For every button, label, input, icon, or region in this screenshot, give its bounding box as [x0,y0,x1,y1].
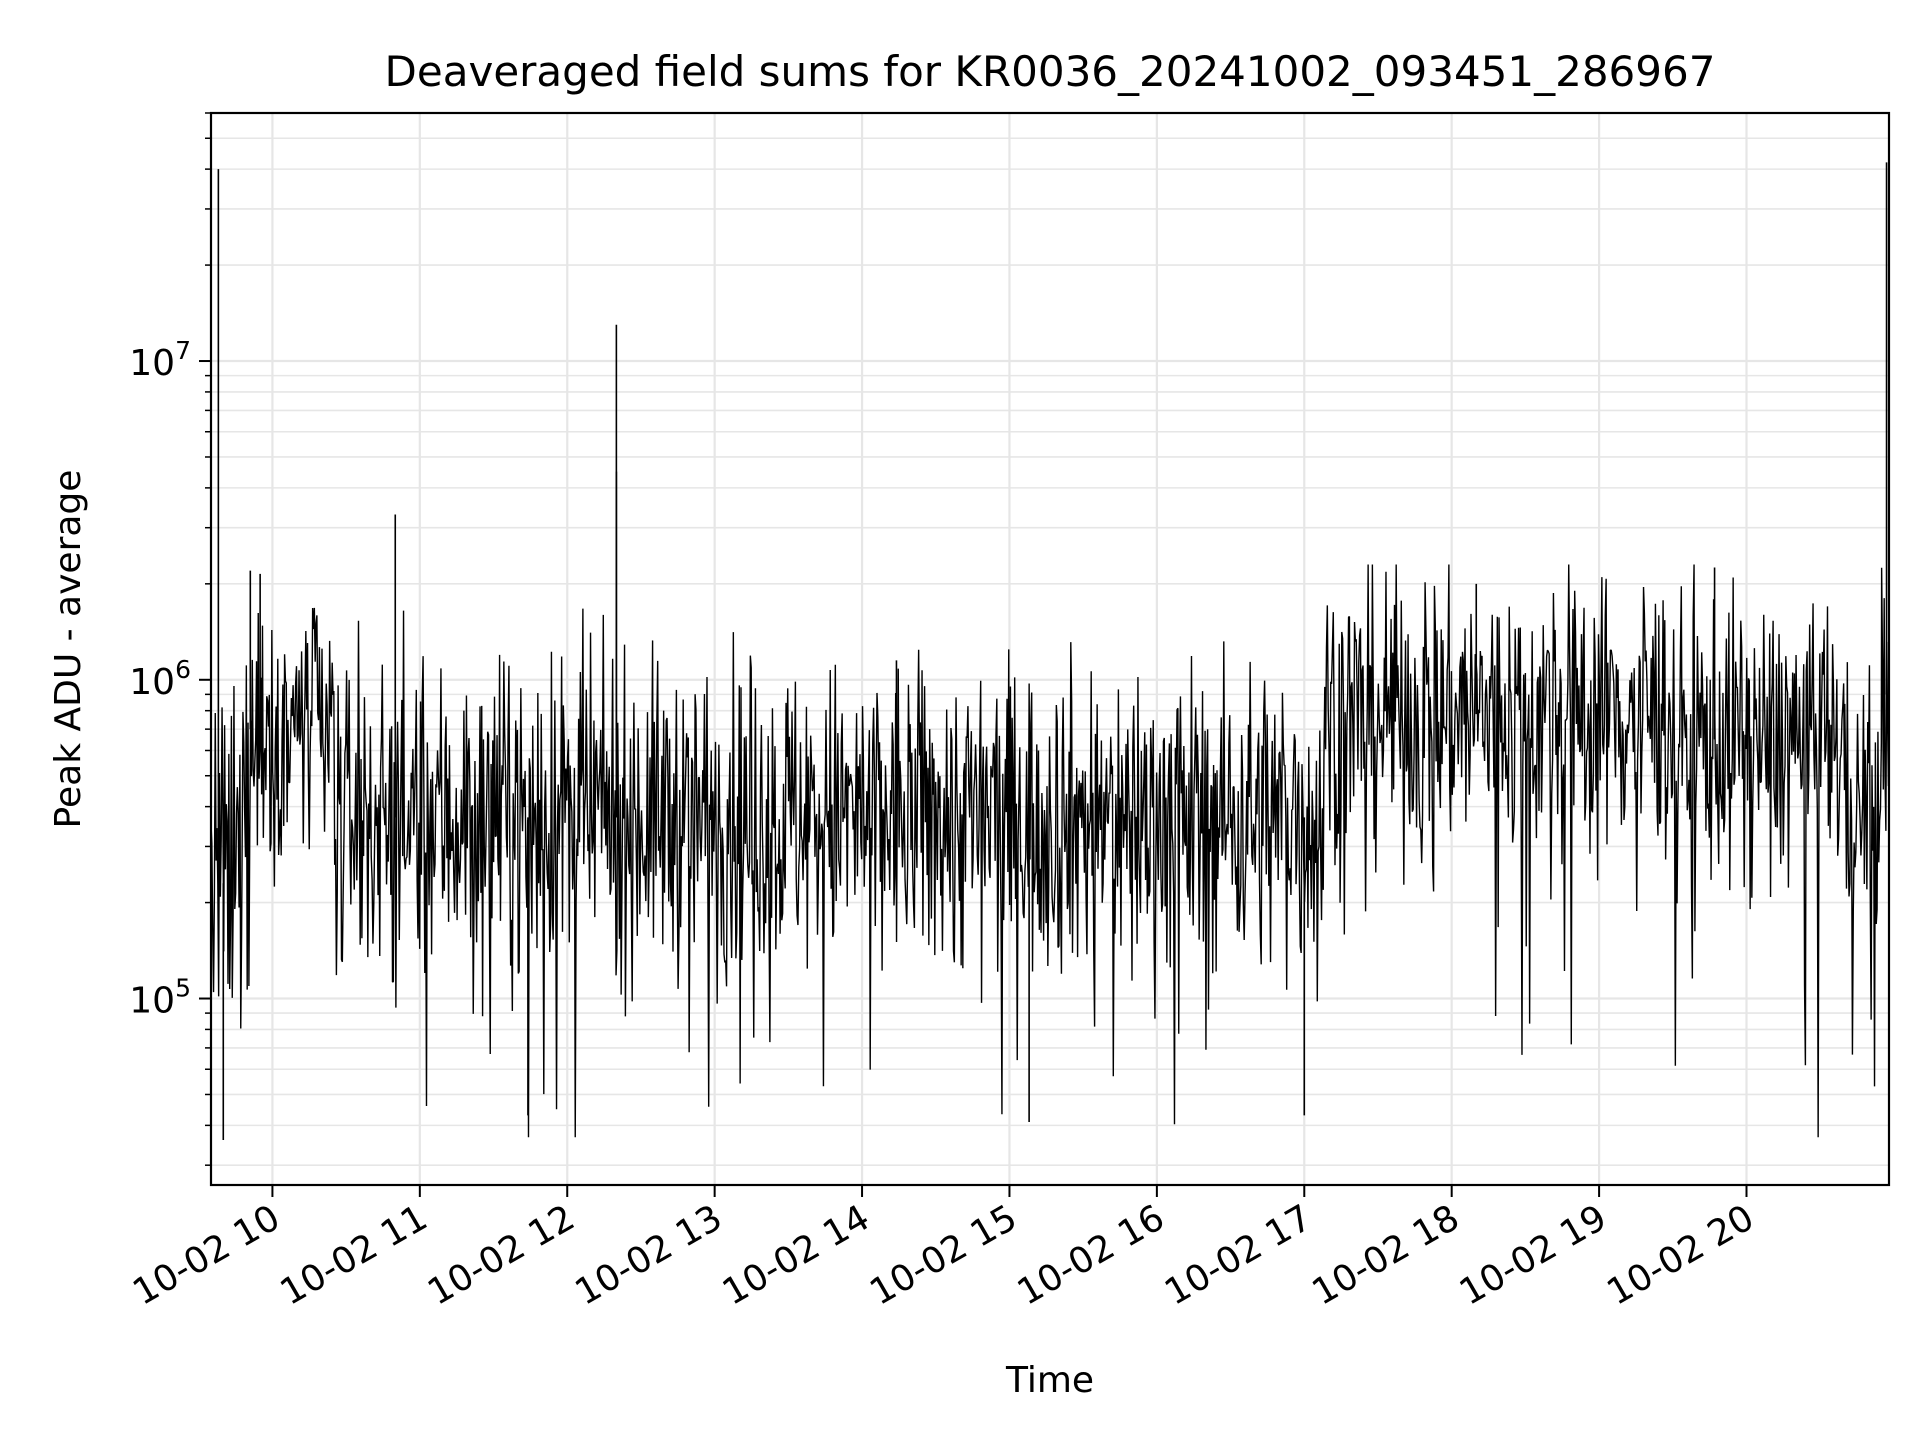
y-tick-label-base: 10 [129,662,175,703]
x-axis-label: Time [1005,1360,1094,1401]
y-tick-label-base: 10 [129,343,175,384]
y-tick-label-base: 10 [129,981,175,1022]
y-tick-label: 106 [129,655,191,703]
series-line [210,564,1890,1138]
y-tick-label: 105 [129,974,191,1022]
plot-frame [209,111,1891,1187]
chart-title: Deaveraged field sums for KR0036_2024100… [385,47,1716,96]
y-tick-label-exponent: 6 [175,655,191,684]
y-tick-label-exponent: 5 [175,974,191,1003]
y-tick-label-exponent: 7 [175,336,191,365]
y-tick-label: 107 [129,336,191,384]
y-axis-label: Peak ADU - average [48,470,89,829]
